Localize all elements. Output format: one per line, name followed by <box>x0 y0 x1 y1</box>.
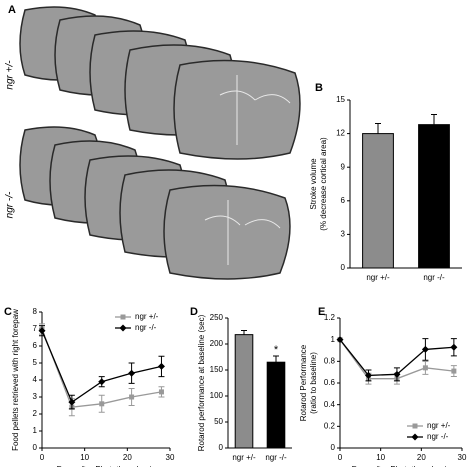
x-tick-label: ngr +/- <box>232 453 256 462</box>
y-axis-label: Rotarod Performance <box>299 344 308 421</box>
x-tick-label: ngr -/- <box>265 453 287 462</box>
y-axis-label: (% decrease cortical area) <box>319 137 328 231</box>
y-tick-label: 250 <box>210 313 224 322</box>
x-tick-label: 10 <box>80 453 89 462</box>
y-tick-label: 0 <box>341 263 346 272</box>
panel-label: A <box>8 4 16 16</box>
y-tick-label: 4 <box>33 375 38 384</box>
marker <box>129 394 135 400</box>
y-tick-label: 9 <box>341 162 346 171</box>
bar <box>266 361 286 449</box>
marker <box>422 365 428 371</box>
legend-label: ngr +/- <box>135 312 159 321</box>
marker <box>68 398 76 406</box>
y-tick-label: 0.8 <box>324 356 336 365</box>
marker <box>336 336 344 344</box>
y-tick-label: 1.2 <box>324 313 336 322</box>
legend-label: ngr +/- <box>427 421 451 430</box>
y-tick-label: 0 <box>33 443 38 452</box>
brain-row-bottom <box>19 126 291 280</box>
y-tick-label: 15 <box>336 95 345 104</box>
x-tick-label: 0 <box>338 453 343 462</box>
row-label: ngr -/- <box>5 191 16 218</box>
legend-label: ngr -/- <box>427 432 449 441</box>
y-tick-label: 100 <box>210 391 224 400</box>
legend-marker <box>119 324 127 332</box>
row-label: ngr +/- <box>5 60 16 90</box>
marker <box>421 345 429 353</box>
y-tick-label: 0 <box>219 443 224 452</box>
panel-label: C <box>4 306 12 318</box>
y-tick-label: 3 <box>341 230 346 239</box>
y-tick-label: 50 <box>214 417 223 426</box>
marker <box>451 368 457 374</box>
x-tick-label: 0 <box>40 453 45 462</box>
marker <box>393 370 401 378</box>
marker <box>128 369 136 377</box>
marker <box>450 343 458 351</box>
y-tick-label: 0.4 <box>324 400 336 409</box>
bar <box>362 133 394 269</box>
marker <box>158 389 164 395</box>
y-tick-label: 2 <box>33 409 38 418</box>
brain-sections <box>19 6 301 280</box>
y-tick-label: 150 <box>210 365 224 374</box>
x-tick-label: 20 <box>417 453 426 462</box>
marker <box>99 401 105 407</box>
y-tick-label: 12 <box>336 129 345 138</box>
legend-label: ngr -/- <box>135 323 157 332</box>
legend-marker <box>411 433 419 441</box>
marker <box>364 371 372 379</box>
series-line <box>41 330 162 404</box>
x-tick-label: 30 <box>166 453 175 462</box>
panel-label: D <box>190 306 198 318</box>
bar <box>234 334 254 449</box>
x-axis-label: Days after Photothrombosis <box>352 465 451 467</box>
annotation: * <box>274 344 279 356</box>
x-tick-label: 30 <box>458 453 467 462</box>
y-tick-label: 8 <box>33 307 38 316</box>
panel-label: B <box>315 82 323 94</box>
legend-marker <box>412 423 418 429</box>
y-axis-label: Rotarod performance at baseline (sec) <box>197 314 206 451</box>
y-tick-label: 5 <box>33 358 38 367</box>
y-tick-label: 0 <box>331 443 336 452</box>
marker <box>38 327 46 335</box>
y-tick-label: 6 <box>33 341 38 350</box>
y-axis-label: Food pellets retrieved with right forepa… <box>11 309 20 451</box>
marker <box>157 362 165 370</box>
legend-marker <box>120 314 126 320</box>
y-tick-label: 0.6 <box>324 378 336 387</box>
y-tick-label: 6 <box>341 196 346 205</box>
brain-row-top <box>19 6 301 160</box>
x-tick-label: ngr -/- <box>423 273 445 282</box>
y-tick-label: 7 <box>33 324 38 333</box>
y-tick-label: 1 <box>331 335 336 344</box>
x-tick-label: 10 <box>376 453 385 462</box>
bar <box>418 124 450 269</box>
x-tick-label: ngr +/- <box>366 273 390 282</box>
marker <box>98 378 106 386</box>
x-tick-label: 20 <box>123 453 132 462</box>
y-tick-label: 1 <box>33 426 38 435</box>
y-tick-label: 3 <box>33 392 38 401</box>
x-axis-label: Days after Photothrombosis <box>57 465 156 467</box>
y-axis-label: Stroke volume <box>309 158 318 210</box>
y-tick-label: 0.2 <box>324 421 336 430</box>
y-tick-label: 200 <box>210 339 224 348</box>
panel-label: E <box>318 306 325 318</box>
y-axis-label: (ratio to baseline) <box>309 352 318 414</box>
